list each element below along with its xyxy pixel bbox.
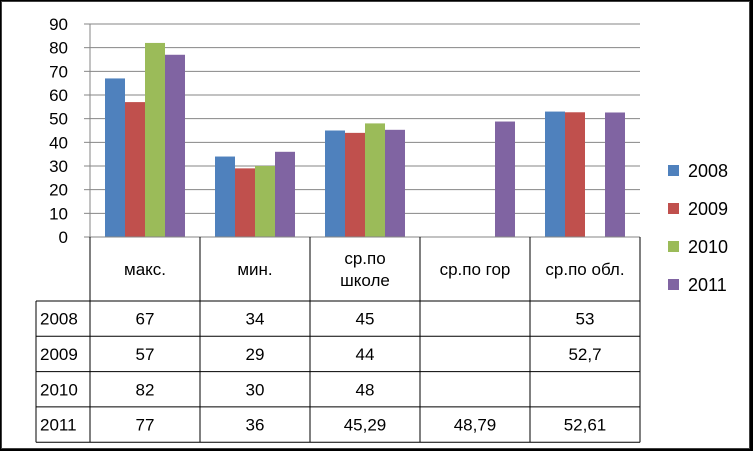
legend-entry: 2008 <box>688 161 728 181</box>
bar-2009 <box>125 102 145 237</box>
bar-2010 <box>365 123 385 237</box>
y-tick-label: 40 <box>49 133 68 152</box>
table-row-header: 2010 <box>40 380 78 399</box>
y-tick-label: 0 <box>59 228 68 247</box>
bar-2011 <box>275 151 295 237</box>
y-tick-label: 50 <box>49 110 68 129</box>
bar-2011 <box>605 112 625 237</box>
data-label: 30 <box>246 380 265 399</box>
category-label: ср.по <box>344 249 385 268</box>
legend-swatch-2008 <box>668 165 679 176</box>
data-label: 67 <box>136 310 155 329</box>
bar-2010 <box>145 42 165 237</box>
data-label: 44 <box>356 345 375 364</box>
legend-swatch-2009 <box>668 203 679 214</box>
legend-swatch-2010 <box>668 241 679 252</box>
bar-2008 <box>545 111 565 237</box>
bar-2008 <box>215 156 235 237</box>
y-tick-label: 60 <box>49 86 68 105</box>
category-label: мин. <box>237 260 272 279</box>
bar-2011 <box>165 54 185 238</box>
data-label: 52,61 <box>564 416 607 435</box>
data-label: 48,79 <box>454 416 497 435</box>
data-label: 34 <box>246 310 265 329</box>
category-label: ср.по гор <box>440 260 511 279</box>
bar-2011 <box>385 129 405 237</box>
bar-2009 <box>565 112 585 237</box>
bar-2009 <box>345 132 365 237</box>
data-label: 36 <box>246 416 265 435</box>
y-tick-label: 80 <box>49 39 68 58</box>
legend-entry: 2010 <box>688 237 728 257</box>
data-label: 45,29 <box>344 416 387 435</box>
y-tick-label: 20 <box>49 181 68 200</box>
category-label: ср.по обл. <box>545 260 624 279</box>
category-label: макс. <box>124 260 166 279</box>
data-label: 82 <box>136 380 155 399</box>
data-label: 53 <box>576 310 595 329</box>
table-row-header: 2008 <box>40 310 78 329</box>
data-label: 52,7 <box>568 345 601 364</box>
y-tick-label: 70 <box>49 62 68 81</box>
legend-entry: 2009 <box>688 199 728 219</box>
data-label: 77 <box>136 416 155 435</box>
y-tick-label: 10 <box>49 204 68 223</box>
y-tick-label: 30 <box>49 157 68 176</box>
data-label: 45 <box>356 310 375 329</box>
bar-2008 <box>325 130 345 237</box>
bar-2008 <box>105 78 125 237</box>
y-tick-label: 90 <box>49 15 68 34</box>
legend-entry: 2011 <box>688 275 727 295</box>
data-label: 29 <box>246 345 265 364</box>
table-row-header: 2011 <box>40 416 77 435</box>
table-row-header: 2009 <box>40 345 78 364</box>
data-label: 48 <box>356 380 375 399</box>
legend-swatch-2011 <box>668 279 679 290</box>
bar-2009 <box>235 168 255 237</box>
bar-2011 <box>495 121 515 237</box>
category-label: школе <box>340 271 390 290</box>
bar-2010 <box>255 166 275 237</box>
data-label: 57 <box>136 345 155 364</box>
